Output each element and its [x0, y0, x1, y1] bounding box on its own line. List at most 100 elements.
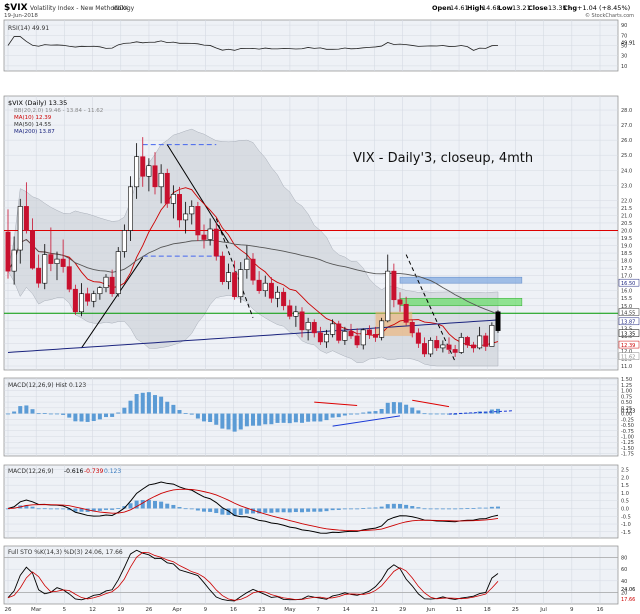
macd-hist-bar — [422, 413, 427, 415]
rsi-tick-label: 30 — [621, 54, 627, 60]
macd-hist-bar — [208, 413, 213, 422]
macd-panel-hist-bar — [140, 500, 145, 509]
rsi-value-tag: 49.91 — [621, 41, 635, 47]
macd-hist-bar — [465, 412, 470, 414]
macd-hist-bar — [349, 413, 353, 415]
low-label: Low — [498, 4, 513, 12]
macd-panel-hist-bar — [281, 508, 286, 513]
price-tick-label: 20.0 — [621, 228, 632, 234]
macd-hist-bar — [312, 413, 317, 422]
x-tick-label: 18 — [484, 607, 491, 613]
price-tick-label: 24.0 — [621, 168, 632, 174]
candle-body — [48, 254, 54, 264]
macd-hist-panel — [3, 377, 619, 457]
x-tick-label: 23 — [258, 607, 265, 613]
x-tick-label: Apr — [172, 607, 182, 613]
macd-hist-bar — [67, 413, 72, 418]
candle-body — [299, 311, 305, 331]
candle-body — [103, 276, 109, 289]
macd-hist-bar — [18, 406, 23, 414]
uptrend-line — [81, 257, 144, 349]
macd-tick-label: 1.0 — [621, 491, 629, 497]
macd-hist-tick-label: -1.50 — [621, 446, 634, 452]
macd-label-prefix: MACD(12,26,9) — [8, 468, 54, 475]
candle-body — [177, 194, 183, 221]
macd-hist-bar — [361, 412, 366, 414]
macd-hist-bar — [238, 413, 243, 430]
macd-hist-bar — [404, 404, 409, 414]
macd-label: MACD(12,26,9) -0.616 -0.739 0.123 — [8, 468, 121, 475]
x-tick-label: 9 — [204, 607, 208, 613]
candle-body — [60, 258, 66, 267]
macd-panel-hist-bar — [48, 508, 53, 510]
candle-body — [360, 329, 366, 346]
macd-hist-bar — [61, 413, 66, 415]
candle-body — [128, 186, 134, 231]
macd-panel-hist-bar — [422, 508, 427, 510]
macd-panel-hist-bar — [355, 508, 360, 510]
sto-d-line — [7, 552, 499, 601]
macd-tick-label: -1.0 — [621, 522, 631, 528]
price-value-tag — [618, 317, 640, 326]
macd-tick-label: 2.5 — [621, 468, 629, 474]
macd-signal-value: -0.739 — [84, 468, 104, 475]
close-value: 13.35 — [548, 4, 567, 12]
exchange-label: INDX — [113, 5, 128, 12]
candle-body — [121, 230, 127, 252]
sto-d-tag: 17.66 — [621, 597, 635, 603]
candle-body — [354, 335, 360, 346]
macd-panel-hist-bar — [257, 508, 262, 514]
macd-hist-bar — [122, 407, 127, 414]
macd-tick-label: 2.0 — [621, 475, 629, 481]
candle-body — [421, 343, 427, 355]
candle-body — [170, 194, 176, 204]
macd-panel-hist-bar — [428, 508, 433, 510]
macd-panel-hist-bar — [379, 506, 384, 509]
macd-hist-bar — [202, 413, 206, 422]
candle-body — [36, 267, 42, 284]
x-tick-label: 26 — [5, 607, 12, 613]
macd-hist-tick-label: 0.75 — [621, 394, 632, 400]
macd-panel-hist-bar — [269, 508, 274, 513]
price-tick-label: 28.0 — [621, 108, 632, 114]
macd-panel-hist-bar — [238, 508, 243, 515]
x-tick-label: 29 — [399, 607, 406, 613]
macd-hist-tick-label: 0.50 — [621, 400, 632, 406]
x-tick-label: 26 — [145, 607, 152, 613]
macd-panel-hist-bar — [465, 508, 470, 510]
x-tick-label: 12 — [89, 607, 96, 613]
ma50-line — [7, 238, 499, 315]
sto-tick-label: 60 — [621, 567, 627, 573]
macd-hist-value: 0.123 — [104, 468, 121, 475]
open-label: Open — [432, 4, 452, 12]
red-divergence-line — [314, 401, 358, 407]
macd-hist-tick-label: 1.00 — [621, 389, 632, 395]
macd-hist-bar — [428, 413, 433, 415]
watermark: © StockCharts.com — [585, 12, 634, 19]
candle-body — [470, 344, 476, 349]
candle-body — [115, 251, 121, 295]
macd-hist-bar — [159, 396, 164, 414]
candle-body — [219, 255, 225, 282]
macd-panel-hist-bar — [55, 508, 59, 510]
macd-hist-bar — [306, 413, 311, 422]
candle-body — [440, 344, 446, 349]
macd-panel — [3, 464, 619, 539]
candle-body — [91, 293, 97, 302]
candle-body — [366, 329, 372, 335]
macd-panel-hist-bar — [36, 508, 41, 510]
high-label: High — [467, 4, 484, 12]
macd-value: -0.616 — [64, 468, 84, 475]
macd-hist-bar — [85, 413, 90, 422]
macd-hist-bar — [110, 413, 115, 417]
sto-tick-label: 80 — [621, 556, 627, 562]
candle-body — [79, 293, 85, 313]
price-value-tag — [618, 352, 640, 360]
price-tick-label: 25.0 — [621, 153, 632, 159]
price-value-tag-text: 16.50 — [621, 281, 635, 287]
price-value-tag-text: 13.35 — [621, 331, 635, 337]
macd-panel-hist-bar — [483, 507, 488, 509]
price-tick-label: 21.5 — [621, 206, 632, 212]
macd-panel-hist-bar — [116, 508, 121, 509]
price-tick-label: 18.5 — [621, 251, 632, 257]
